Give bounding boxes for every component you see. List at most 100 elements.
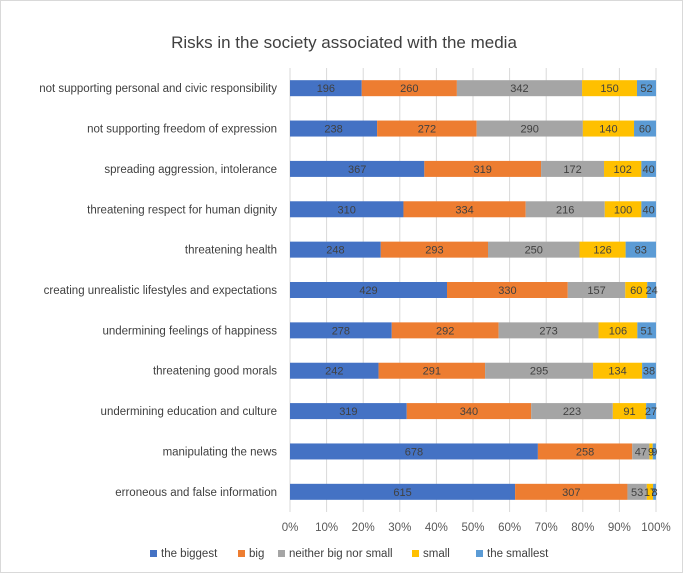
bar-segment xyxy=(290,282,448,298)
data-label: 258 xyxy=(576,446,594,458)
data-label: 319 xyxy=(474,164,492,176)
category-label: spreading aggression, intolerance xyxy=(104,164,277,176)
x-tick-label: 10% xyxy=(315,522,338,534)
data-label: 126 xyxy=(593,245,611,257)
value-labels: 196 260 342 150 52 238 272 290 140 60 367 319 172 102… xyxy=(317,83,658,499)
bar-segment xyxy=(476,120,583,137)
legend-label: the smallest xyxy=(487,548,549,560)
bar-segment xyxy=(582,120,635,137)
data-label: 334 xyxy=(455,204,473,216)
data-label: 292 xyxy=(436,325,454,337)
data-label: 27 xyxy=(645,406,657,418)
bar-segment xyxy=(290,80,362,97)
category-labels: not supporting personal and civic respon… xyxy=(39,83,277,499)
bar-segment xyxy=(582,80,637,97)
data-label: 38 xyxy=(643,366,655,378)
legend-label: neither big nor small xyxy=(289,548,393,560)
x-tick-label: 20% xyxy=(352,522,375,534)
bar-segment xyxy=(290,120,378,137)
legend-swatch xyxy=(238,550,245,557)
x-tick-label: 0% xyxy=(282,522,299,534)
data-label: 40 xyxy=(643,204,655,216)
data-label: 172 xyxy=(563,164,581,176)
bar-segment xyxy=(636,80,656,97)
category-label: erroneous and false information xyxy=(115,487,277,499)
data-label: 291 xyxy=(423,366,441,378)
data-label: 223 xyxy=(563,406,581,418)
bar-segment xyxy=(377,120,477,137)
bar-segment xyxy=(634,120,656,137)
data-label: 51 xyxy=(641,325,653,337)
bar-segment xyxy=(378,362,486,379)
data-label: 278 xyxy=(332,325,350,337)
category-label: manipulating the news xyxy=(163,446,278,458)
category-label: not supporting personal and civic respon… xyxy=(39,83,277,95)
bar-segment xyxy=(625,241,656,258)
bar-segment xyxy=(641,160,656,177)
bar-segment xyxy=(403,201,526,218)
legend-label: big xyxy=(249,548,264,560)
bar-segment xyxy=(380,241,489,258)
data-label: 250 xyxy=(525,245,543,257)
data-label: 248 xyxy=(326,245,344,257)
data-label: 367 xyxy=(348,164,366,176)
data-label: 216 xyxy=(556,204,574,216)
x-tick-label: 80% xyxy=(571,522,594,534)
data-label: 140 xyxy=(599,124,617,136)
bar-segment xyxy=(632,443,650,460)
bar-segment xyxy=(290,443,538,460)
data-label: 272 xyxy=(418,124,436,136)
x-tick-label: 30% xyxy=(388,522,411,534)
bar-segment xyxy=(537,443,633,460)
data-label: 53 xyxy=(631,487,643,499)
data-label: 40 xyxy=(643,164,655,176)
bar-segment xyxy=(604,160,642,177)
x-axis-tick-labels: 0% 10% 20% 30% 40% 50% 60% 70% 80% 90% 100% xyxy=(282,522,671,534)
bar-segment xyxy=(406,403,532,420)
data-label: 9 xyxy=(648,446,654,458)
bar-segment xyxy=(488,241,580,258)
x-tick-label: 40% xyxy=(425,522,448,534)
category-label: not supporting freedom of expression xyxy=(87,124,277,136)
data-label: 295 xyxy=(530,366,548,378)
x-tick-label: 60% xyxy=(498,522,521,534)
x-tick-label: 100% xyxy=(641,522,670,534)
data-label: 319 xyxy=(339,406,357,418)
category-label: undermining feelings of happiness xyxy=(102,325,277,337)
data-label: 8 xyxy=(651,487,657,499)
data-label: 47 xyxy=(635,446,647,458)
category-label: threatening health xyxy=(185,245,277,257)
category-label: undermining education and culture xyxy=(101,406,277,418)
category-label: threatening good morals xyxy=(153,366,277,378)
bar-segment xyxy=(541,160,605,177)
data-label: 83 xyxy=(635,245,647,257)
bar-segment xyxy=(649,443,653,460)
bar-segment xyxy=(290,322,392,339)
bar-segment xyxy=(447,282,568,298)
bar-segment xyxy=(290,201,404,218)
legend-swatch xyxy=(476,550,483,557)
bar-segment xyxy=(604,201,642,218)
bar-segment xyxy=(424,160,542,177)
data-label: 342 xyxy=(510,83,528,95)
data-label: 330 xyxy=(498,285,516,297)
legend-swatch xyxy=(412,550,419,557)
bar-segment xyxy=(290,403,407,420)
bar-segment xyxy=(498,322,599,339)
bars xyxy=(290,80,656,500)
data-label: 238 xyxy=(324,124,342,136)
category-label: creating unrealistic lifestyles and expe… xyxy=(44,285,278,297)
bar-segment xyxy=(290,483,516,500)
data-label: 102 xyxy=(614,164,632,176)
data-label: 17 xyxy=(644,487,656,499)
bar-segment xyxy=(567,282,626,298)
bar-segment xyxy=(579,241,626,258)
bar-segment xyxy=(391,322,499,339)
data-label: 260 xyxy=(400,83,418,95)
bar-segment xyxy=(290,160,425,177)
bar-segment xyxy=(652,443,656,460)
data-label: 91 xyxy=(623,406,635,418)
data-label: 290 xyxy=(521,124,539,136)
data-label: 273 xyxy=(539,325,557,337)
legend-swatch xyxy=(150,550,157,557)
